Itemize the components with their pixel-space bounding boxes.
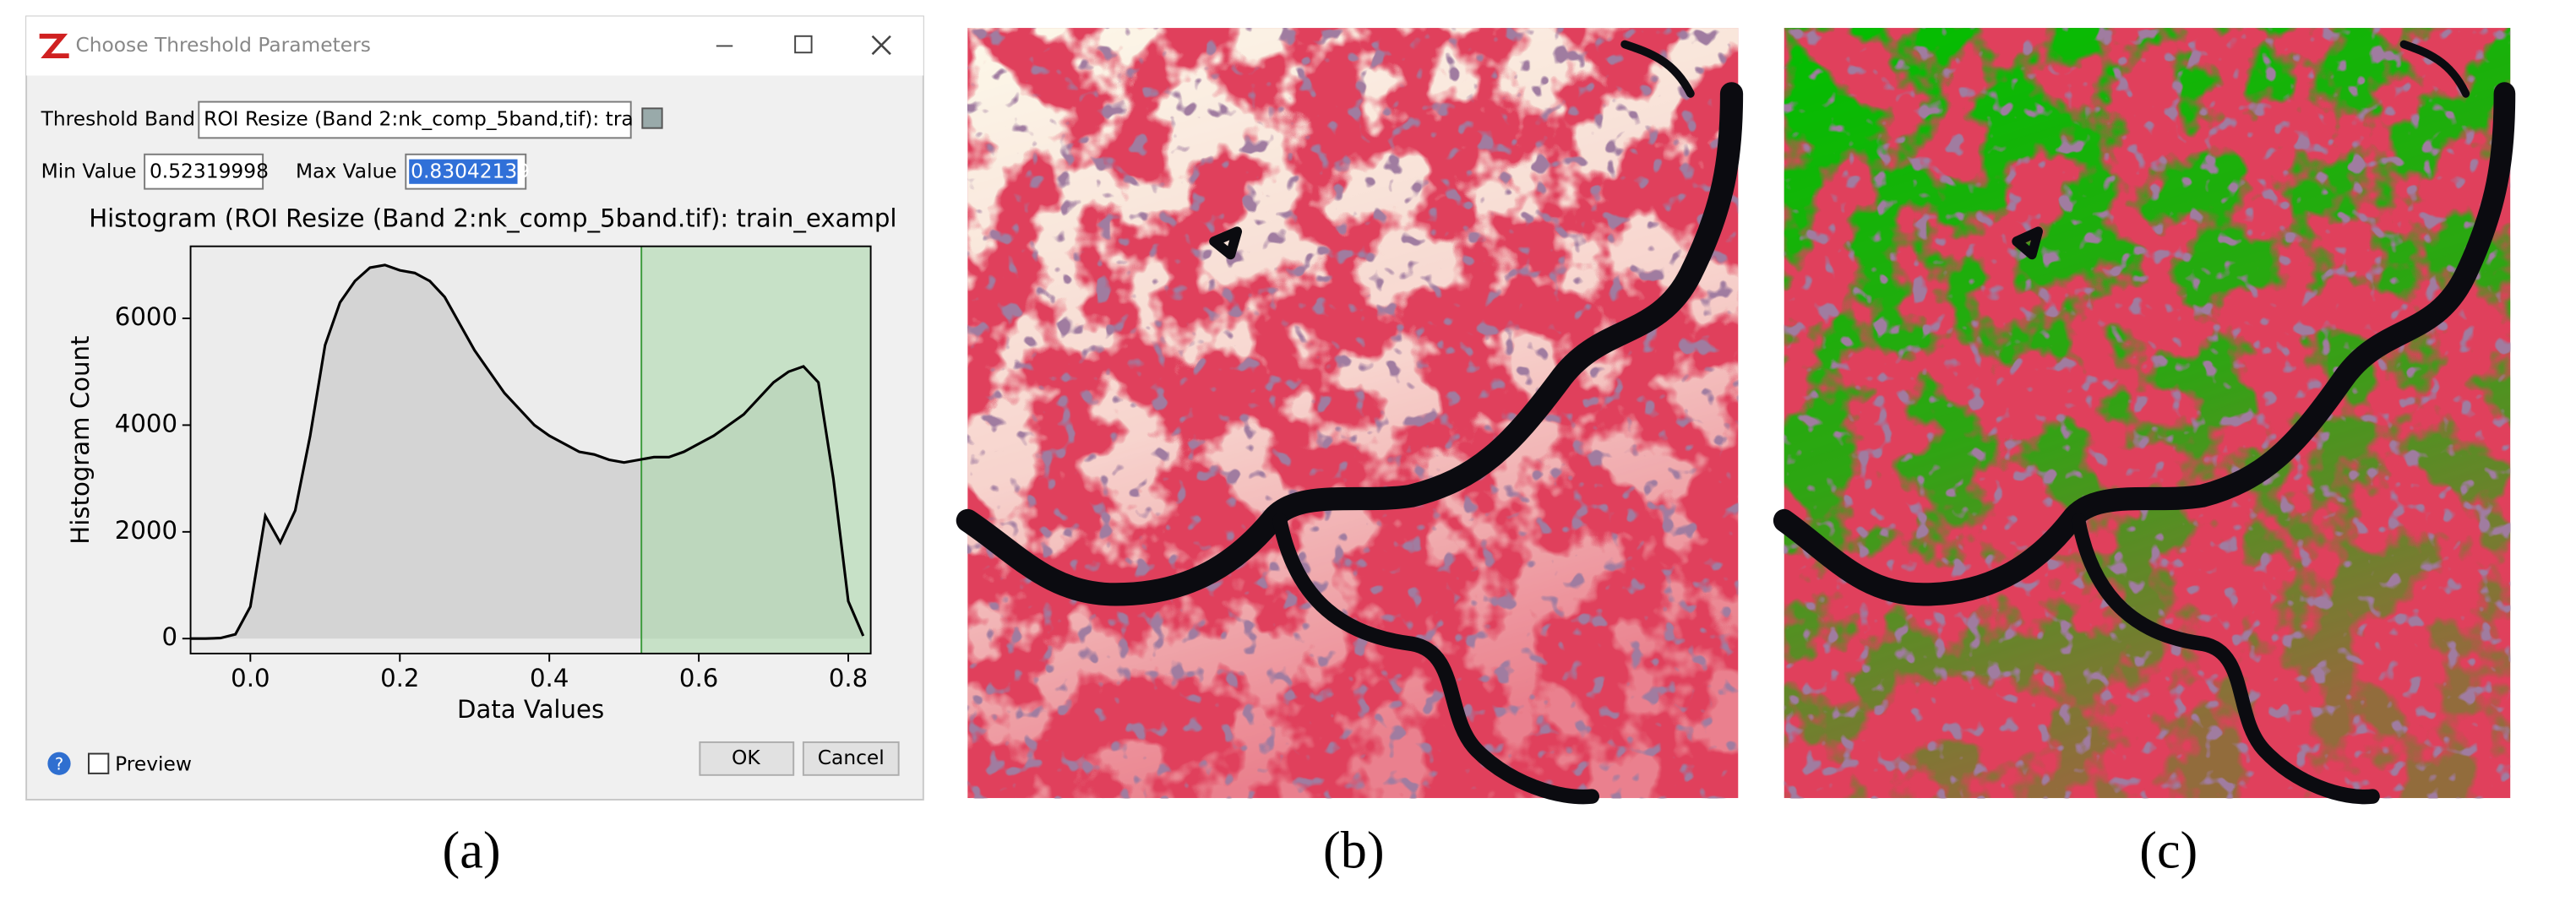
ok-button-label: OK: [732, 746, 760, 769]
selection-highlight: [409, 159, 518, 184]
dialog-title: Choose Threshold Parameters: [75, 33, 370, 57]
caption: (a): [443, 822, 501, 879]
dialog: Choose Threshold Parameters Threshold Ba…: [25, 15, 924, 801]
maximize-button[interactable]: [794, 35, 813, 54]
threshold-band-label: Threshold Band: [41, 106, 195, 130]
max-value-label: Max Value: [296, 160, 397, 183]
dark-patches: [967, 28, 1739, 799]
series: [190, 246, 871, 654]
y-tick-label: 0: [161, 622, 177, 651]
caption: (c): [2139, 822, 2197, 879]
close-button[interactable]: [871, 35, 891, 56]
cancel-button[interactable]: [802, 741, 900, 776]
max-value: 0.83042139: [411, 160, 530, 183]
threshold-band-value: ROI Resize (Band 2:nk_comp_5band,tif): t…: [204, 106, 634, 130]
y-axis-label: Histogram Count: [66, 336, 95, 545]
ok-button[interactable]: [699, 741, 795, 776]
chart-title: Histogram (ROI Resize (Band 2:nk_comp_5b…: [89, 204, 896, 233]
x-tick-label: 0.2: [380, 664, 419, 692]
x-tick-label: 0.0: [231, 664, 270, 692]
x-tick-label: 0.6: [679, 664, 718, 692]
select-band-button[interactable]: [641, 107, 663, 129]
threshold-range: [641, 246, 871, 654]
min-value: 0.52319998: [150, 160, 269, 183]
plot-frame: [189, 245, 872, 654]
caption: (b): [1323, 822, 1385, 879]
app-icon: [39, 33, 69, 59]
preview-checkbox[interactable]: [88, 752, 110, 774]
preview-label: Preview: [115, 752, 192, 776]
help-glyph: ?: [55, 755, 63, 774]
cancel-button-label: Cancel: [818, 746, 885, 769]
min-value-field[interactable]: [144, 153, 264, 190]
y-tick-label: 2000: [115, 516, 177, 545]
threshold-band-field[interactable]: [198, 100, 632, 139]
dark-patches: [1784, 28, 2511, 799]
y-tick-label: 6000: [115, 302, 177, 331]
satellite-image-b: [967, 28, 1738, 798]
y-tick-label: 4000: [115, 409, 177, 437]
x-tick-label: 0.4: [530, 664, 569, 692]
histogram-plot: [190, 246, 871, 654]
title-bar: [26, 16, 923, 76]
help-icon[interactable]: [47, 752, 71, 775]
x-tick-label: 0.8: [829, 664, 868, 692]
histogram-line: [190, 263, 865, 640]
satellite-image-c: [1784, 28, 2510, 798]
x-axis-label: Data Values: [457, 695, 604, 724]
min-value-label: Min Value: [41, 160, 137, 183]
